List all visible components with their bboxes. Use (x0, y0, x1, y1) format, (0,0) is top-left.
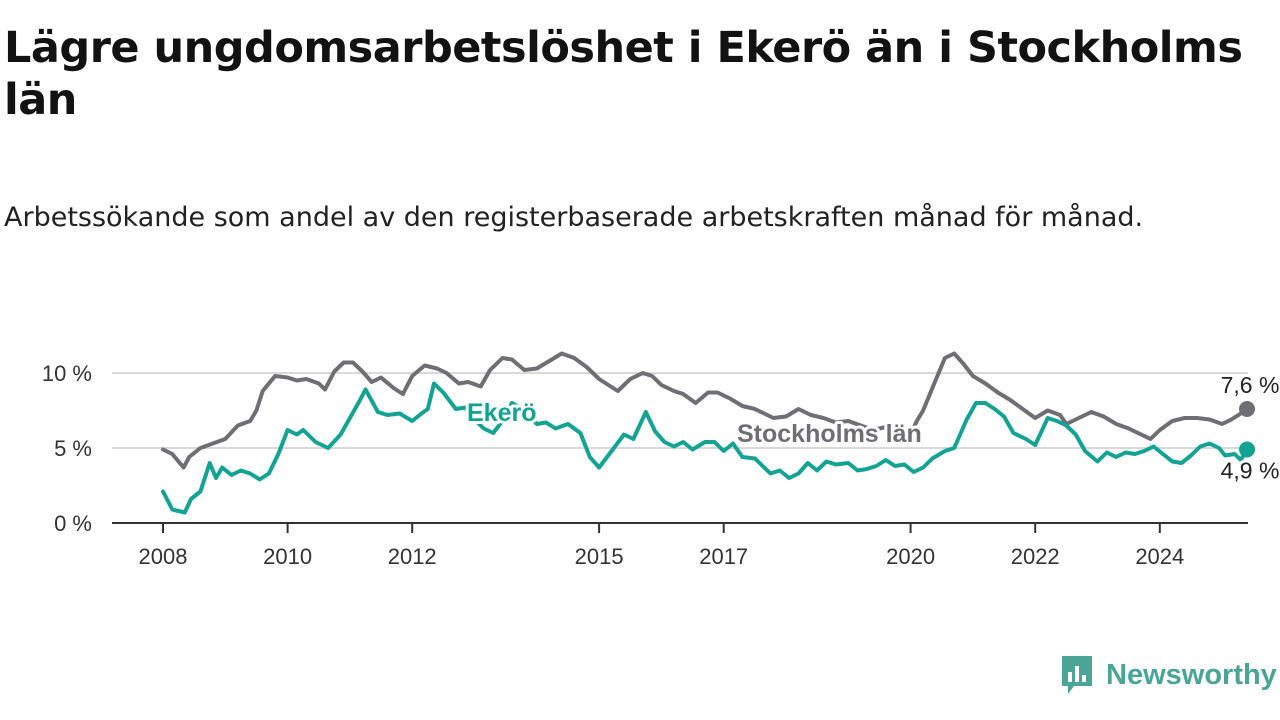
brand-name: Newsworthy (1106, 658, 1277, 691)
x-tick-label: 2024 (1135, 544, 1184, 569)
x-tick-label: 2008 (139, 544, 188, 569)
x-tick-label: 2015 (575, 544, 624, 569)
end-point-ekero (1239, 441, 1256, 458)
gridlines (112, 372, 1248, 449)
series-line-ekero (161, 381, 1249, 515)
series-line-stockholm (161, 351, 1249, 470)
end-point-stockholm (1239, 401, 1256, 417)
x-tick-label: 2020 (886, 544, 935, 569)
brand-logo: Newsworthy (1060, 654, 1277, 696)
x-tick-label: 2017 (699, 544, 748, 569)
y-tick-label: 10 % (42, 361, 92, 386)
y-tick-label: 0 % (54, 511, 92, 536)
chart-subtitle: Arbetssökande som andel av den registerb… (4, 202, 1144, 233)
x-tick-label: 2022 (1011, 544, 1060, 569)
end-label-ekero: 4,9 % (1221, 458, 1280, 484)
axes: 0 % 5 % 10 % 2008 2010 2012 2015 2017 2020 2022 20… (42, 361, 1248, 569)
series-label-stockholm: Stockholms län (737, 420, 922, 448)
x-tick-label: 2010 (263, 544, 312, 569)
series-labels: Ekerö Stockholms län 7,6 % 4,9 % (464, 369, 1280, 487)
x-tick-label: 2012 (388, 544, 437, 569)
y-tick-label: 5 % (54, 436, 92, 461)
series-lines (161, 351, 1256, 515)
end-label-stockholm: 7,6 % (1221, 372, 1280, 398)
newsworthy-logo-icon (1062, 656, 1092, 694)
series-label-ekero: Ekerö (467, 399, 536, 427)
chart-title: Lägre ungdomsarbetslöshet i Ekerö än i S… (4, 23, 1243, 125)
